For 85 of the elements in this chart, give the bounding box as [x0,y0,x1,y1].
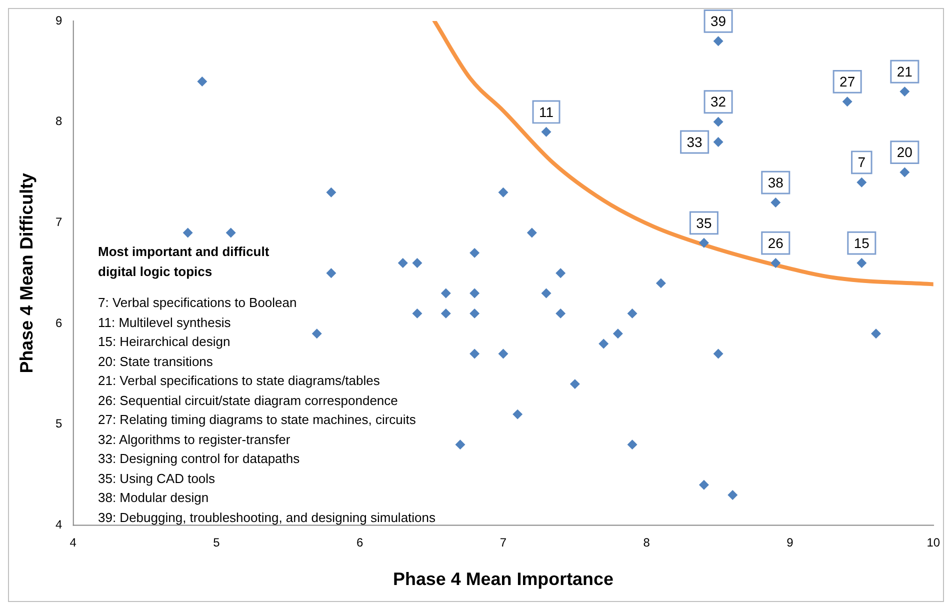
annotation: Most important and difficult digital logic topics [98,243,270,281]
x-tick-label: 4 [70,536,77,550]
x-tick-label: 7 [500,536,507,550]
point [398,258,408,268]
point [698,238,709,248]
annotation: 26: Sequential circuit/state diagram correspondence [98,392,399,410]
point [900,86,910,97]
x-tick-label: 8 [643,536,650,550]
annotation: 32: Algorithms to register-transfer [98,430,292,449]
point [498,348,508,359]
annotation: 20 [896,144,913,160]
point [412,308,422,318]
point [713,116,724,127]
annotation: 15: Heirarchical design [98,333,232,351]
point [900,167,910,178]
point [856,258,867,268]
point [412,258,422,268]
point [455,440,466,450]
annotation: 38 [768,174,784,190]
annotation: 38: Modular design [98,489,210,507]
point [612,328,623,339]
annotation: 11: Multilevel synthesis [98,314,232,332]
x-tick-label: 5 [213,536,220,550]
x-tick-label: 6 [356,536,364,550]
point [541,288,552,298]
point [570,379,580,390]
x-tick-label: 9 [786,536,794,550]
point [713,348,724,359]
annotation: 33: Designing control for datapaths [98,450,301,468]
annotation: 32 [710,94,726,110]
annotation: 39 [710,13,726,30]
point [498,187,508,198]
point [856,177,867,188]
x-tick-label: 10 [926,536,940,550]
x-axis-title: Phase 4 Mean Importance [393,569,614,590]
point [627,308,638,318]
point [470,288,480,298]
point [440,308,451,318]
point [698,480,709,490]
point [470,308,480,318]
point [556,308,566,318]
y-tick-label: 8 [56,114,63,128]
annotation: 15 [854,234,870,251]
point [770,198,781,208]
point [556,268,566,278]
annotation: 39: Debugging, troubleshooting, and designing simulations [98,508,436,527]
point [226,228,236,238]
annotation: 7 [858,154,866,170]
annotation: 26 [768,234,784,251]
annotation: 35 [696,214,712,231]
point [470,248,480,258]
y-tick-label: 5 [56,416,63,431]
point [627,440,638,450]
point [728,490,738,500]
point [470,348,480,359]
annotation: 27: Relating timing diagrams to state machines, circuits [98,411,417,429]
point [312,328,322,339]
point [541,126,552,137]
point [842,96,852,107]
annotation: 21 [896,63,913,80]
point [713,36,724,46]
annotation: 7: Verbal specifications to Boolean [98,294,298,312]
annotation: 20: State transitions [98,352,214,370]
y-axis-title: Phase 4 Mean Difficulty [16,172,37,374]
point [197,76,208,86]
y-tick-label: 9 [56,13,63,28]
point [326,187,336,198]
point [871,328,881,339]
point [656,278,666,288]
point [326,268,336,278]
point [713,137,724,147]
y-tick-label: 6 [56,316,63,330]
annotation: 27 [840,74,856,90]
point [526,228,537,238]
y-tick-label: 7 [56,214,63,229]
annotation: 33 [686,134,703,150]
y-tick-label: 4 [56,518,63,532]
annotation: 11 [539,104,554,120]
point [512,409,523,420]
point [440,288,451,298]
point [182,228,193,238]
annotation: 35: Using CAD tools [98,470,216,488]
point [598,338,609,349]
annotation: 21: Verbal specifications to state diagrams/tables [98,372,381,390]
point [770,258,781,268]
